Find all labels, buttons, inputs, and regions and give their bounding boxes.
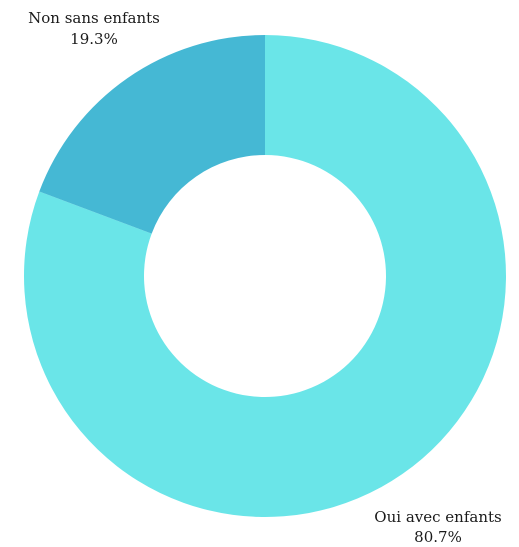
slice-label-oui: Oui avec enfants bbox=[374, 508, 501, 526]
donut-slice-oui bbox=[23, 35, 507, 517]
labels-group: Oui avec enfants 80.7% Non sans enfants … bbox=[28, 9, 502, 546]
slices-group bbox=[23, 35, 507, 517]
slice-value-non: 19.3% bbox=[70, 30, 118, 48]
slice-value-oui: 80.7% bbox=[414, 528, 462, 546]
donut-slice-non bbox=[39, 35, 266, 234]
slice-label-non: Non sans enfants bbox=[28, 9, 160, 27]
